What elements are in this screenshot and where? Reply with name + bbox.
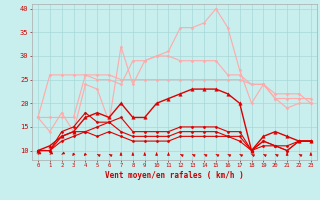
X-axis label: Vent moyen/en rafales ( km/h ): Vent moyen/en rafales ( km/h ) — [105, 171, 244, 180]
